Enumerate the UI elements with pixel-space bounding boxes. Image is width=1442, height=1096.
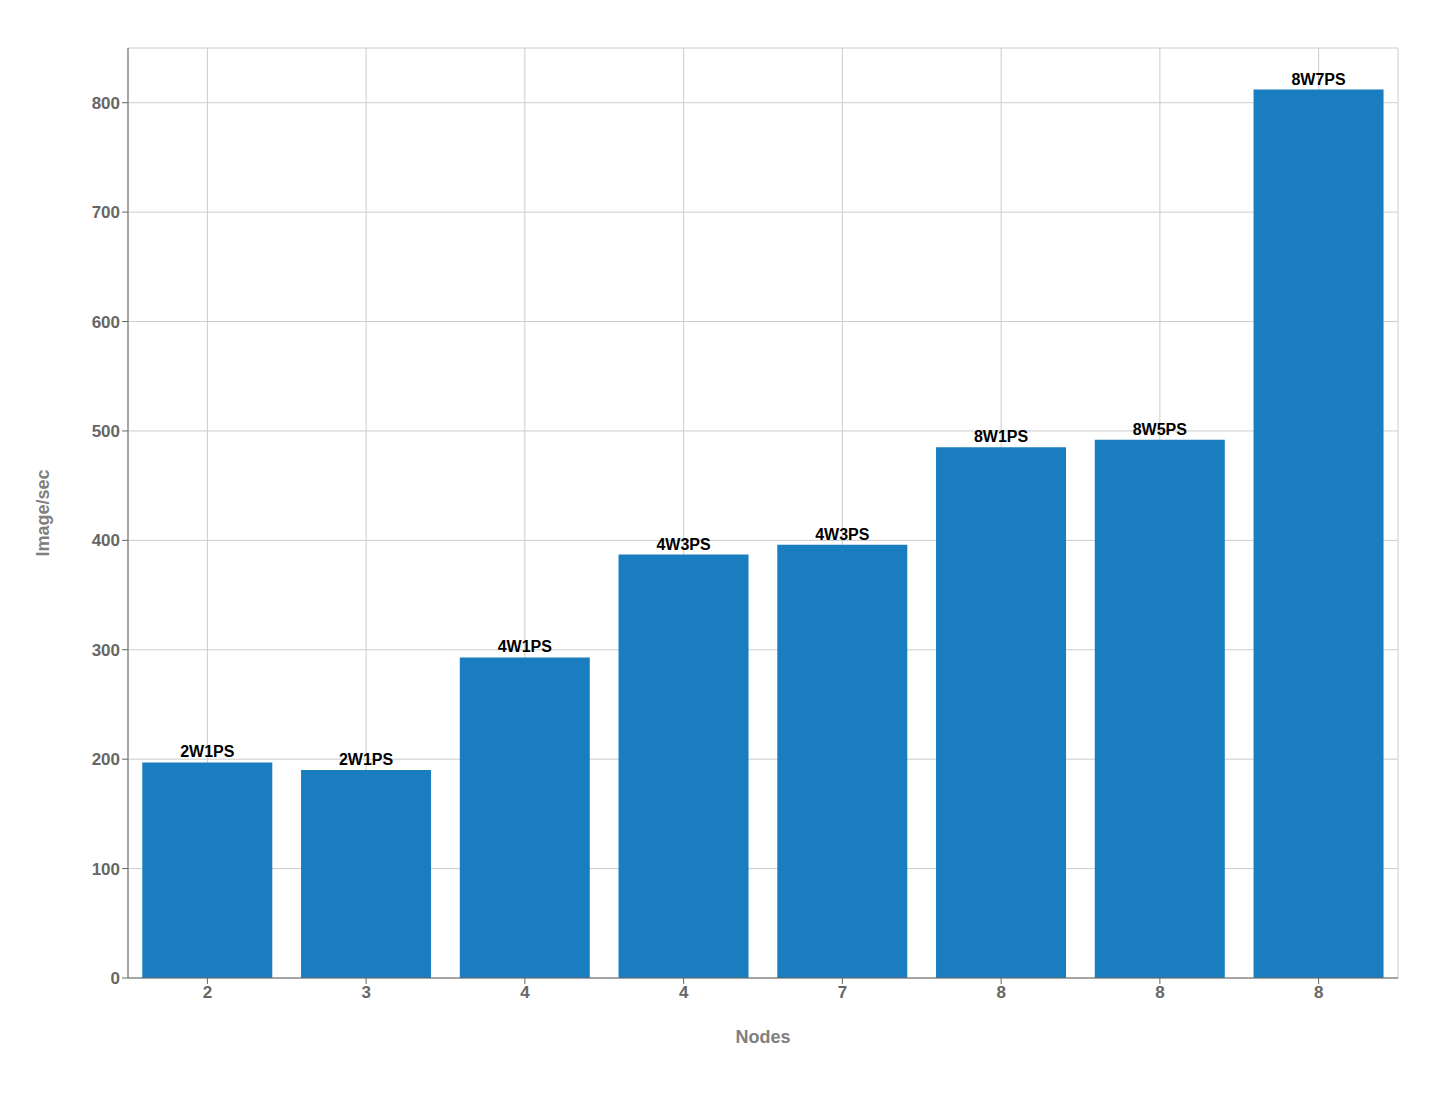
svg-text:8W7PS: 8W7PS (1291, 71, 1346, 88)
svg-text:800: 800 (92, 94, 120, 113)
svg-text:400: 400 (92, 531, 120, 550)
svg-text:0: 0 (111, 969, 120, 988)
svg-text:8W5PS: 8W5PS (1133, 421, 1188, 438)
svg-text:4W1PS: 4W1PS (498, 638, 553, 655)
svg-text:7: 7 (838, 983, 847, 1002)
svg-text:4W3PS: 4W3PS (656, 536, 711, 553)
svg-text:2W1PS: 2W1PS (180, 743, 235, 760)
svg-text:100: 100 (92, 860, 120, 879)
svg-text:Image/sec: Image/sec (33, 469, 53, 556)
svg-text:Nodes: Nodes (735, 1027, 790, 1047)
svg-text:500: 500 (92, 422, 120, 441)
svg-text:300: 300 (92, 641, 120, 660)
svg-text:8: 8 (1314, 983, 1323, 1002)
svg-text:600: 600 (92, 313, 120, 332)
svg-text:2W1PS: 2W1PS (339, 751, 394, 768)
svg-text:4: 4 (679, 983, 689, 1002)
svg-text:8: 8 (1155, 983, 1164, 1002)
svg-text:3: 3 (361, 983, 370, 1002)
svg-text:4W3PS: 4W3PS (815, 526, 870, 543)
svg-text:4: 4 (520, 983, 530, 1002)
svg-text:200: 200 (92, 750, 120, 769)
svg-text:8: 8 (996, 983, 1005, 1002)
svg-text:8W1PS: 8W1PS (974, 428, 1029, 445)
svg-text:2: 2 (203, 983, 212, 1002)
svg-text:700: 700 (92, 203, 120, 222)
